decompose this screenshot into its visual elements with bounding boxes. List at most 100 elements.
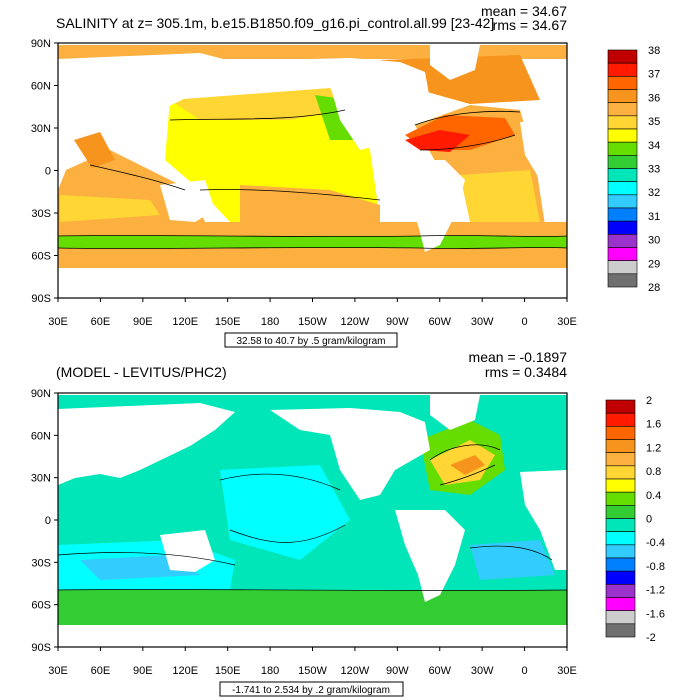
colorbar-swatch	[605, 412, 636, 427]
panel1-north-america	[270, 58, 430, 150]
colorbar-label: 34	[648, 140, 660, 152]
colorbar-label: 0	[646, 514, 652, 526]
colorbar-label: 1.6	[646, 419, 661, 431]
colorbar-swatch	[605, 518, 636, 532]
colorbar-swatch	[607, 220, 638, 235]
panel-salinity: SALINITY at z= 305.1m, b.e15.B1850.f09_g…	[31, 3, 660, 348]
panel1-australia	[160, 180, 215, 222]
colorbar-label: 35	[648, 116, 660, 128]
colorbar-label: -1.2	[646, 585, 665, 597]
colorbar-swatch	[605, 505, 636, 519]
panel2-range-note: -1.741 to 2.534 by .2 gram/kilogram	[232, 685, 390, 696]
panel2-contours	[58, 444, 567, 591]
panel2-antarctica	[58, 625, 567, 647]
colorbar-label: 32	[648, 187, 660, 199]
y-tick-label: 30N	[31, 473, 51, 485]
panel2-land	[58, 395, 567, 647]
colorbar-swatch	[605, 465, 636, 480]
x-tick-label: 60W	[428, 665, 451, 677]
panel1-arabian-sea	[74, 132, 115, 168]
y-tick-label: 90N	[31, 388, 51, 400]
colorbar-swatch	[605, 610, 636, 625]
x-tick-label: 30E	[48, 665, 68, 677]
colorbar-label: 1.2	[646, 442, 661, 454]
x-tick-label: 150W	[298, 665, 327, 677]
colorbar-label: 37	[648, 69, 660, 81]
panel-difference: (MODEL - LEVITUS/PHC2) mean = -0.1897 rm…	[31, 349, 665, 697]
colorbar-swatch	[605, 439, 636, 453]
x-tick-label: 150E	[215, 665, 241, 677]
panel1-acc-band	[58, 236, 567, 248]
colorbar-label: 38	[648, 45, 660, 57]
x-tick-label: 0	[522, 316, 528, 328]
y-tick-label: 0	[45, 166, 51, 178]
colorbar-label: 28	[648, 282, 660, 294]
colorbar-swatch	[607, 155, 638, 169]
panel1-south-atlantic	[460, 170, 540, 222]
colorbar-swatch	[607, 141, 638, 156]
panel2-africa	[520, 470, 567, 570]
panel1-pacific-north	[170, 88, 345, 120]
panel2-south-america	[395, 510, 465, 602]
colorbar-swatch	[605, 452, 636, 467]
colorbar-swatch	[607, 168, 638, 182]
colorbar-label: 36	[648, 92, 660, 104]
y-tick-label: 90S	[31, 293, 51, 305]
panel2-colorbar: 2 1.6 1.2 0.8 0.4 0 -0.4 -0.8 -1.2 -1.6 -2	[605, 395, 665, 644]
x-tick-label: 90E	[133, 316, 153, 328]
colorbar-swatch	[605, 623, 636, 638]
x-tick-label: 60E	[91, 665, 111, 677]
y-tick-label: 60N	[31, 81, 51, 93]
x-tick-label: 90W	[386, 316, 409, 328]
colorbar-label: 0.8	[646, 466, 661, 478]
panel1-colorbar: 38 37 36 35 34 33 32 31 30 29 28	[607, 45, 660, 294]
x-tick-label: 30E	[557, 665, 577, 677]
x-tick-label: 120W	[341, 665, 370, 677]
colorbar-swatch	[607, 49, 638, 64]
panel1-indian-south	[60, 195, 160, 222]
panel2-greenland	[430, 395, 480, 430]
panel2-south-atlantic-low	[470, 540, 555, 580]
y-tick-label: 60N	[31, 430, 51, 442]
panel1-range-box	[224, 332, 398, 348]
x-tick-label: 30E	[48, 316, 68, 328]
colorbar-label: -0.4	[646, 537, 665, 549]
colorbar-swatch	[605, 584, 636, 598]
panel1-pacific-south-gyre	[240, 185, 380, 222]
colorbar-swatch	[607, 194, 638, 209]
colorbar-swatch	[607, 181, 638, 196]
y-tick-label: 30S	[31, 208, 51, 220]
panel2-eurasia	[58, 403, 235, 485]
panel2-range-box	[219, 681, 404, 697]
panel1-eurasia	[58, 53, 235, 135]
panel2-south-band	[58, 590, 567, 625]
colorbar-swatch	[605, 399, 636, 414]
x-tick-label: 60E	[91, 316, 111, 328]
colorbar-label: 2	[646, 395, 652, 407]
x-tick-label: 120E	[172, 665, 198, 677]
panel2-north-america	[270, 408, 430, 500]
colorbar-swatch	[605, 478, 636, 493]
x-tick-label: 30W	[471, 665, 494, 677]
x-tick-label: 120E	[172, 316, 198, 328]
colorbar-swatch	[607, 247, 638, 261]
panel1-north-atlantic	[380, 55, 540, 104]
colorbar-swatch	[607, 102, 638, 117]
colorbar-swatch	[605, 597, 636, 611]
y-tick-label: 60S	[31, 251, 51, 263]
panel1-y-axis: 90N 60N 30N 0 30S 60S 90S	[31, 38, 58, 305]
colorbar-swatch	[607, 273, 638, 288]
y-tick-label: 0	[45, 515, 51, 527]
colorbar-swatch	[607, 62, 638, 77]
colorbar-label: -0.8	[646, 561, 665, 573]
colorbar-swatch	[605, 570, 636, 585]
panel1-gulf-core	[405, 130, 470, 152]
y-tick-label: 30S	[31, 557, 51, 569]
colorbar-label: -1.6	[646, 608, 665, 620]
panel1-map	[58, 43, 567, 298]
x-tick-label: 60W	[428, 316, 451, 328]
x-tick-label: 90W	[386, 665, 409, 677]
colorbar-swatch	[607, 128, 638, 143]
